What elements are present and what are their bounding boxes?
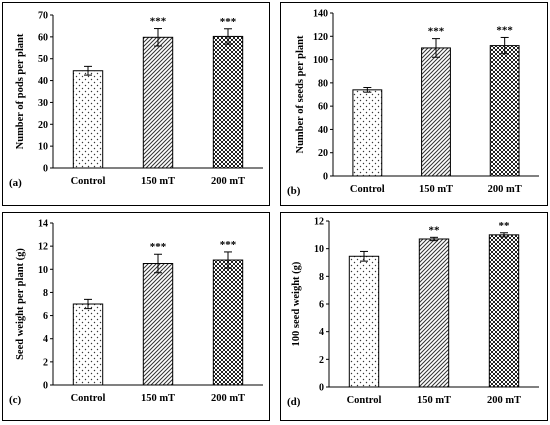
y-tick-label: 120 (313, 32, 328, 43)
y-tick-label: 10 (314, 244, 324, 255)
y-tick-label: 0 (323, 172, 328, 183)
y-axis-label: 100 seed weight (g) (291, 261, 302, 346)
y-tick-label: 70 (38, 11, 48, 22)
panel-label: (b) (287, 185, 301, 197)
significance-label: ** (499, 220, 511, 232)
bar (489, 45, 520, 177)
bar (72, 303, 104, 386)
y-tick-label: 10 (38, 265, 48, 276)
y-tick-label: 0 (43, 164, 48, 175)
category-label: 200 mT (487, 395, 521, 406)
category-label: Control (350, 184, 385, 195)
bar (212, 35, 244, 169)
bar (418, 238, 450, 388)
bar (352, 89, 383, 177)
category-label: 150 mT (141, 393, 175, 404)
y-tick-label: 0 (43, 381, 48, 392)
y-tick-label: 100 (313, 55, 328, 66)
y-tick-label: 8 (319, 272, 324, 283)
category-label: 200 mT (488, 184, 522, 195)
category-label: Control (71, 393, 106, 404)
chart-panel-c: 0 2 4 6 8 10 12 14 Seed weight per plant (g) Cont… (2, 212, 270, 421)
significance-label: ** (429, 224, 441, 236)
category-label: 150 mT (417, 395, 451, 406)
significance-label: *** (220, 16, 237, 28)
y-tick-label: 0 (319, 383, 324, 394)
bar (142, 36, 174, 169)
y-tick-label: 10 (38, 142, 48, 153)
y-tick-label: 12 (314, 217, 324, 228)
y-tick-label: 20 (38, 120, 48, 131)
y-tick-label: 60 (318, 102, 328, 113)
y-axis-label: Seed weight per plant (g) (15, 248, 26, 360)
chart-panel-d: 0 2 4 6 8 10 12 100 seed weight (g) Control ** 150… (280, 212, 548, 421)
category-label: 150 mT (141, 176, 175, 187)
y-tick-label: 40 (38, 76, 48, 87)
category-label: 200 mT (211, 393, 245, 404)
y-tick-label: 140 (313, 9, 328, 20)
chart-c: 0 2 4 6 8 10 12 14 Seed weight per plant (g) Cont… (9, 219, 263, 406)
chart-a: 0 10 20 30 40 50 60 70 Number of pods per plant C… (9, 11, 263, 189)
bar (72, 70, 104, 169)
y-tick-label: 2 (43, 357, 48, 368)
y-tick-label: 30 (38, 98, 48, 109)
chart-b: 0 20 40 60 80 100 120 140 Number of seeds per pl… (287, 9, 539, 197)
significance-label: *** (150, 241, 167, 253)
significance-label: *** (428, 26, 445, 38)
panel-label: (c) (9, 394, 22, 406)
y-axis-label: Number of pods per plant (15, 33, 26, 149)
y-tick-label: 50 (38, 54, 48, 65)
y-tick-label: 6 (43, 311, 48, 322)
y-tick-label: 4 (43, 334, 48, 345)
significance-label: *** (150, 16, 167, 28)
y-tick-label: 40 (318, 125, 328, 136)
chart-panel-b: 0 20 40 60 80 100 120 140 Number of seeds per pl… (280, 2, 548, 206)
category-label: Control (347, 395, 382, 406)
y-tick-label: 60 (38, 32, 48, 43)
bar (348, 255, 380, 388)
category-label: Control (71, 176, 106, 187)
significance-label: *** (220, 239, 237, 251)
y-tick-label: 14 (38, 219, 48, 230)
category-label: 200 mT (211, 176, 245, 187)
panel-label: (d) (287, 396, 301, 408)
bar (142, 263, 174, 386)
y-tick-label: 80 (318, 78, 328, 89)
chart-d: 0 2 4 6 8 10 12 100 seed weight (g) Control ** 150… (287, 217, 539, 408)
y-axis-label: Number of seeds per plant (295, 35, 306, 154)
category-label: 150 mT (419, 184, 453, 195)
significance-label: *** (496, 24, 513, 36)
y-tick-label: 4 (319, 327, 324, 338)
y-tick-label: 6 (319, 300, 324, 311)
bar (212, 259, 244, 386)
y-tick-label: 12 (38, 242, 48, 253)
chart-panel-a: 0 10 20 30 40 50 60 70 Number of pods per plant C… (2, 2, 270, 206)
bar (421, 47, 451, 177)
bar (488, 234, 520, 388)
panel-label: (a) (9, 177, 22, 189)
y-tick-label: 2 (319, 355, 324, 366)
y-tick-label: 20 (318, 148, 328, 159)
y-tick-label: 8 (43, 288, 48, 299)
